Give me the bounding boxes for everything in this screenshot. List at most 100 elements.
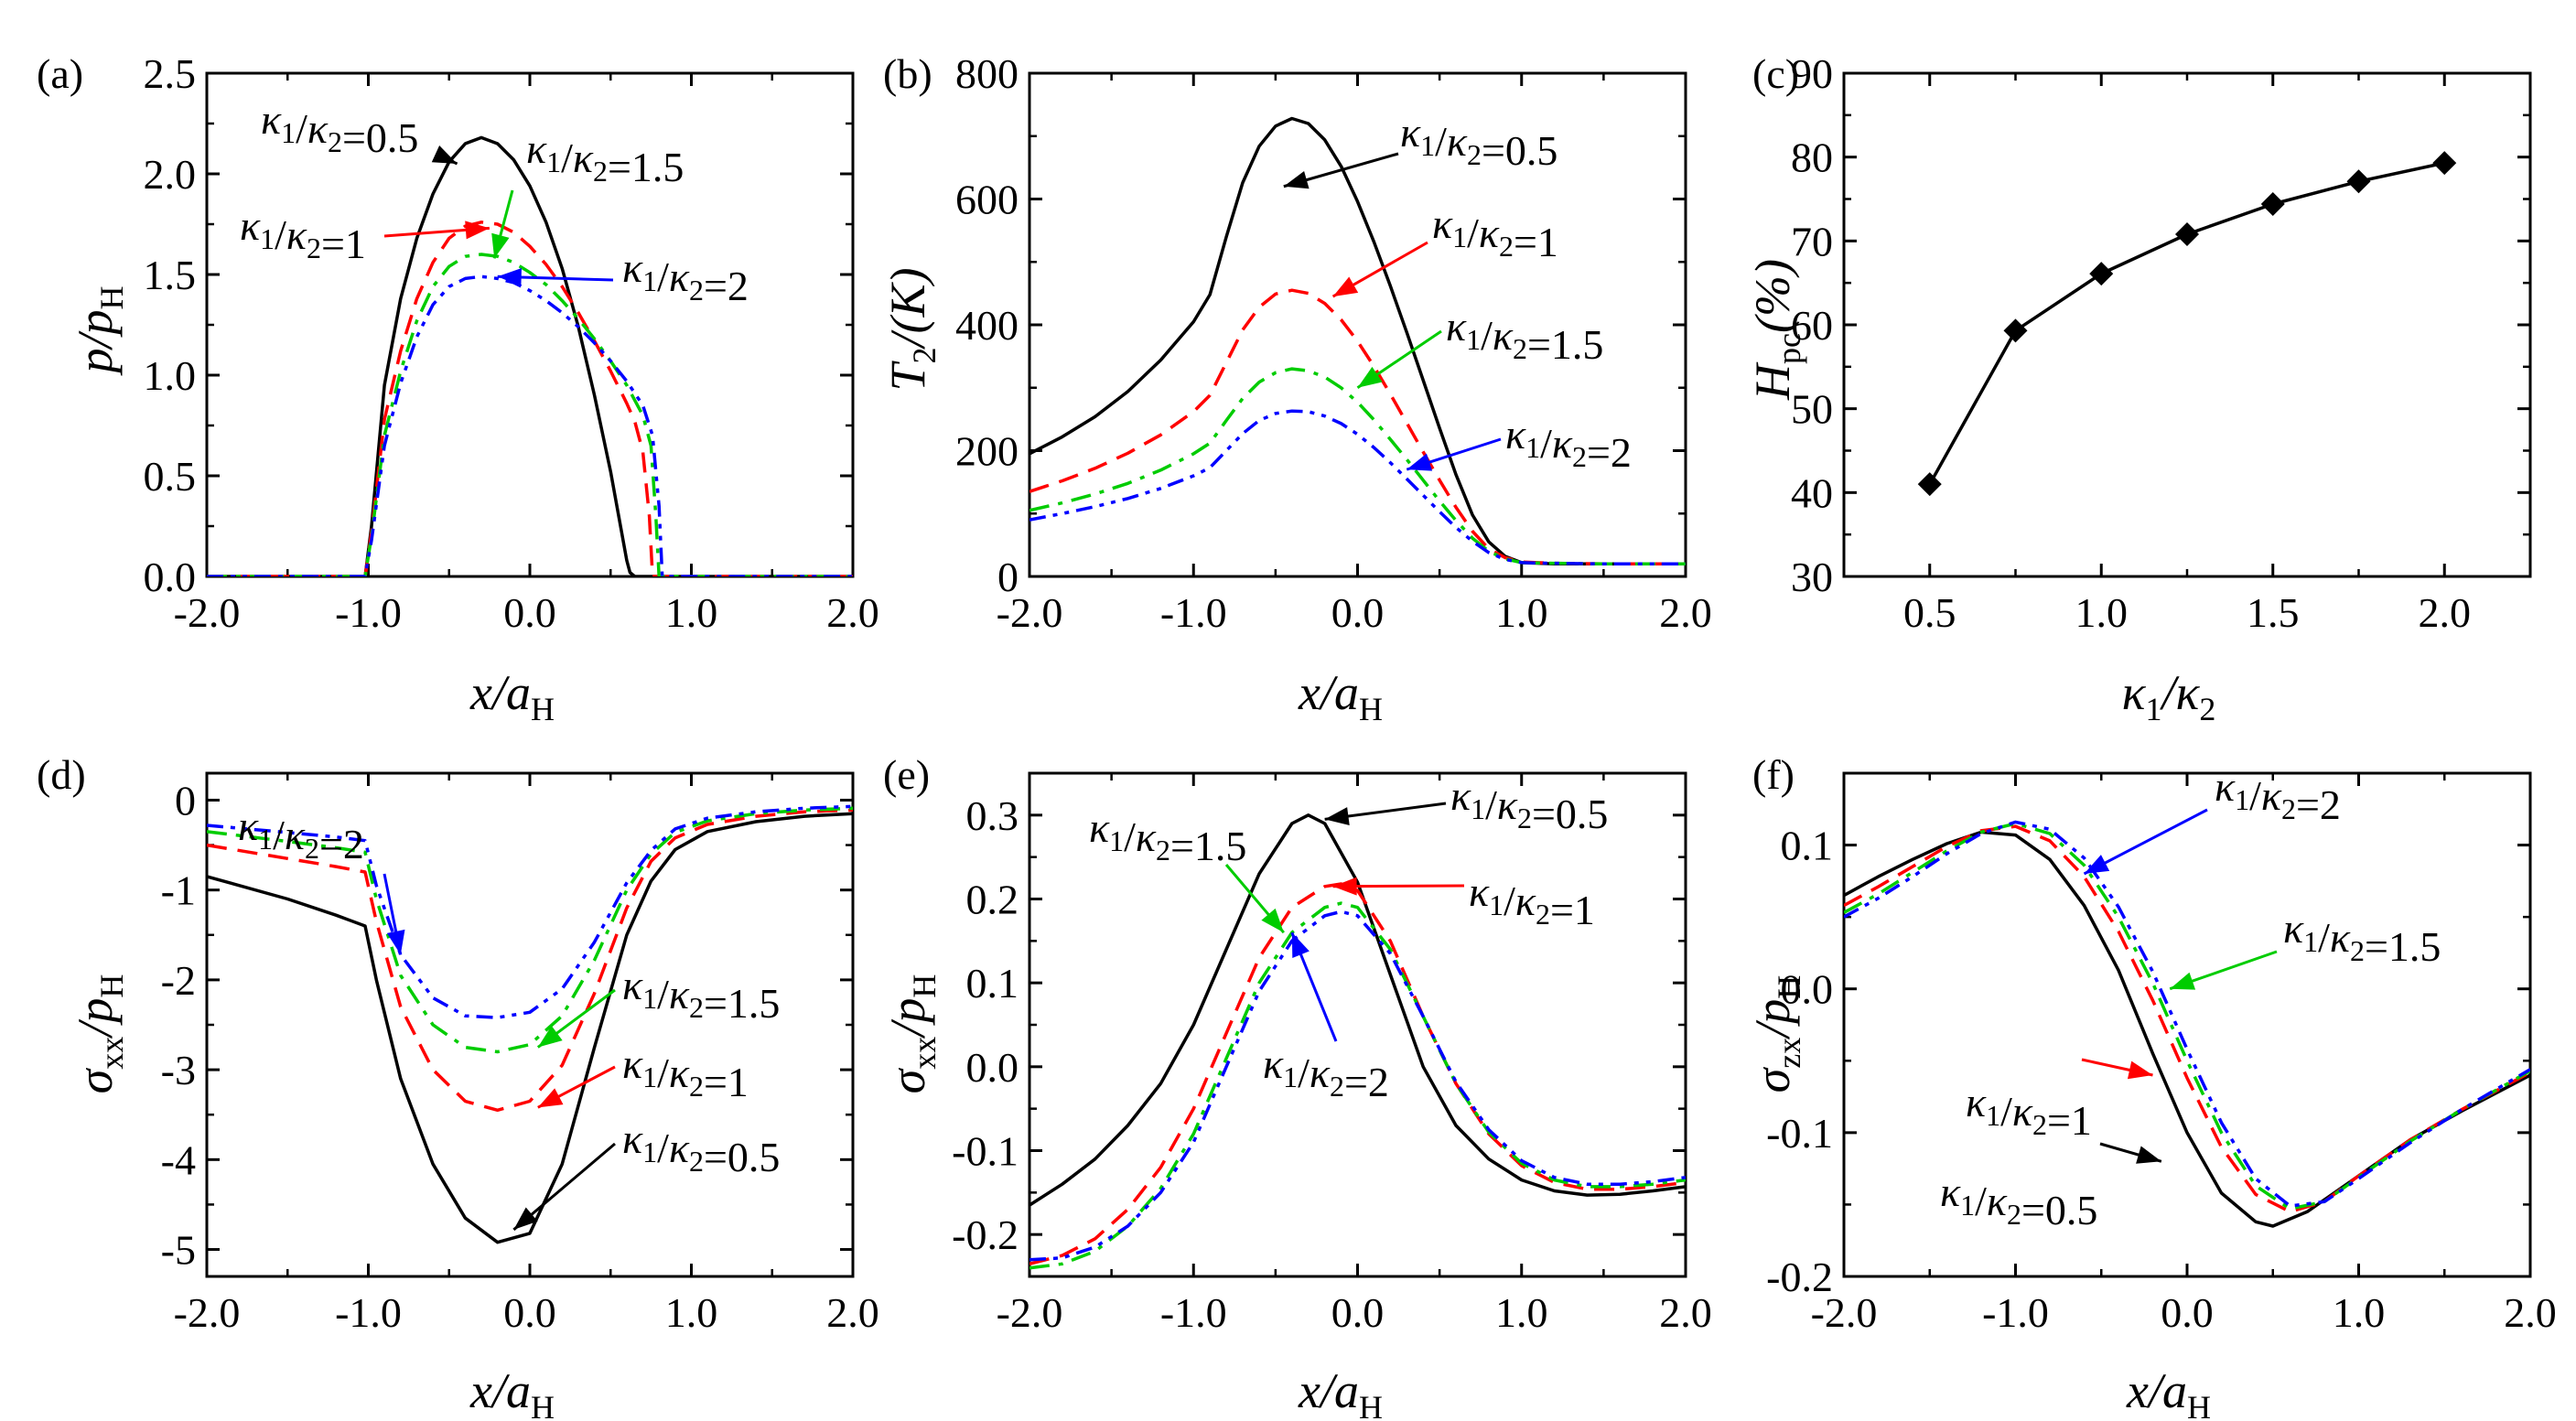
x-tick-label: 0.0 [503,1289,556,1336]
arrowhead-icon [2136,1146,2161,1164]
series-label: κ1/κ2=1 [1469,868,1595,933]
x-tick-label: 1.0 [1495,1289,1548,1336]
series-line-2 [207,806,853,1054]
x-tick-label: -1.0 [1982,1289,2049,1336]
y-tick-label: 0.1 [966,960,1019,1007]
series-label: κ1/κ2=0.5 [622,1115,780,1180]
series-label: κ1/κ2=1.5 [526,125,684,190]
series-label: κ1/κ2=1.5 [622,962,780,1027]
series-label: κ1/κ2=2 [2215,763,2341,828]
panel-letter: (d) [37,751,86,798]
arrowhead-icon [497,267,522,286]
panel-letter: (f) [1752,751,1795,798]
x-tick-label: -1.0 [1160,589,1227,636]
panel-letter: (a) [37,50,83,97]
y-axis-label: σxx/pH [880,974,943,1094]
series-line-0 [207,135,853,576]
x-axis-label: x/aH [2126,1363,2211,1421]
series-line-3 [207,804,853,1019]
arrowhead-icon [1332,276,1359,297]
panel-e: -2.0 -1.0 0.0 1.0 2.0 -0.2 -0.1 0.0 0.1 0.2 0.3 (e)… [880,751,1712,1421]
series-label: κ1/κ2=0.5 [1400,109,1557,174]
series-line-3 [207,275,853,576]
y-tick-label: -3 [161,1047,196,1093]
y-tick-label: -0.2 [952,1211,1019,1258]
series-line-1 [207,808,853,1113]
arrowhead-icon [2084,855,2110,874]
x-tick-label: -2.0 [174,1289,241,1336]
series-line-3 [1844,820,2530,1208]
y-tick-label: 0.3 [966,792,1019,839]
y-tick-label: 0.0 [144,554,197,600]
arrowhead-icon [2127,1060,2153,1080]
series-label: κ1/κ2=1 [1432,200,1558,265]
panel-letter: (b) [883,50,932,97]
x-tick-label: 1.0 [1495,589,1548,636]
data-point [1917,472,1942,497]
x-tick-label: 0.0 [1331,1289,1385,1336]
series-line-0 [1844,830,2530,1228]
arrowhead-icon [1407,453,1433,471]
y-tick-label: 2.5 [144,50,197,97]
series-line-2 [1844,822,2530,1211]
y-axis-label: T2/(K) [880,267,943,391]
y-tick-label: 1.5 [144,252,197,298]
x-tick-label: 2.0 [2419,589,2472,636]
arrowhead-icon [1324,807,1350,825]
x-tick-label: -2.0 [997,589,1063,636]
arrowhead-icon [537,1026,563,1048]
series-line-0 [207,812,853,1244]
x-tick-label: 1.0 [2075,589,2129,636]
arrowhead-icon [1261,908,1284,933]
series-label: κ1/κ2=0.5 [1450,772,1608,837]
x-axis-label: κ1/κ2 [2122,665,2216,727]
series-line-2 [207,253,853,576]
data-point [2432,151,2457,176]
series-line-1 [1029,882,1686,1265]
x-tick-label: 2.0 [826,589,879,636]
y-tick-label: 60 [1791,302,1833,349]
series-label: κ1/κ2=1 [622,1040,749,1105]
y-tick-label: -0.1 [952,1128,1019,1175]
y-tick-label: -5 [161,1227,196,1274]
y-tick-label: 0.2 [966,877,1019,923]
series-label: κ1/κ2=0.5 [1940,1168,2097,1233]
y-tick-label: 200 [955,428,1019,475]
series-group [1029,813,1686,1270]
series-line-0 [1029,813,1686,1207]
data-point [2089,262,2114,286]
arrowhead-icon [465,221,490,240]
series-line-0 [1928,161,2445,486]
plot-frame [1842,71,2532,578]
x-tick-label: -2.0 [997,1289,1063,1336]
series-line-1 [207,221,853,576]
x-tick-label: 1.0 [665,589,718,636]
arrowhead-icon [513,1207,538,1230]
x-tick-label: 0.5 [1903,589,1956,636]
y-tick-label: 40 [1791,469,1833,516]
series-group [1029,116,1686,566]
y-tick-label: -4 [161,1136,196,1183]
data-point [2175,222,2199,246]
series-line-1 [1844,824,2530,1214]
panel-letter: (e) [883,751,930,798]
y-tick-label: 0.1 [1781,823,1834,869]
series-group [207,135,853,576]
panel-a: -2.0 -1.0 0.0 1.0 2.0 0.0 0.5 1.0 1.5 2.0 2.5 (a) x/… [37,50,879,727]
arrowhead-icon [1357,366,1383,388]
y-tick-label: 0 [997,554,1019,600]
y-tick-label: -0.2 [1766,1254,1833,1300]
y-axis-label: σzx/pH [1745,975,1807,1093]
series-label: κ1/κ2=1.5 [2283,905,2441,970]
panel-c: 0.5 1.0 1.5 2.0 30 40 50 60 70 80 90(c) κ1/κ2 Hpc(%) [1745,50,2532,727]
arrowhead-icon [386,929,405,955]
panel-d: -2.0 -1.0 0.0 1.0 2.0 -5 -4 -3 -2 -1 0 (d) x/aH σxx/p… [37,751,879,1421]
y-tick-label: 0.0 [1781,966,1834,1013]
series-label: κ1/κ2=1.5 [1446,303,1603,368]
y-tick-label: 0.0 [966,1044,1019,1091]
x-tick-label: 1.0 [2333,1289,2386,1336]
y-tick-label: 50 [1791,386,1833,433]
series-line-3 [1029,910,1686,1262]
data-point [2260,192,2285,216]
